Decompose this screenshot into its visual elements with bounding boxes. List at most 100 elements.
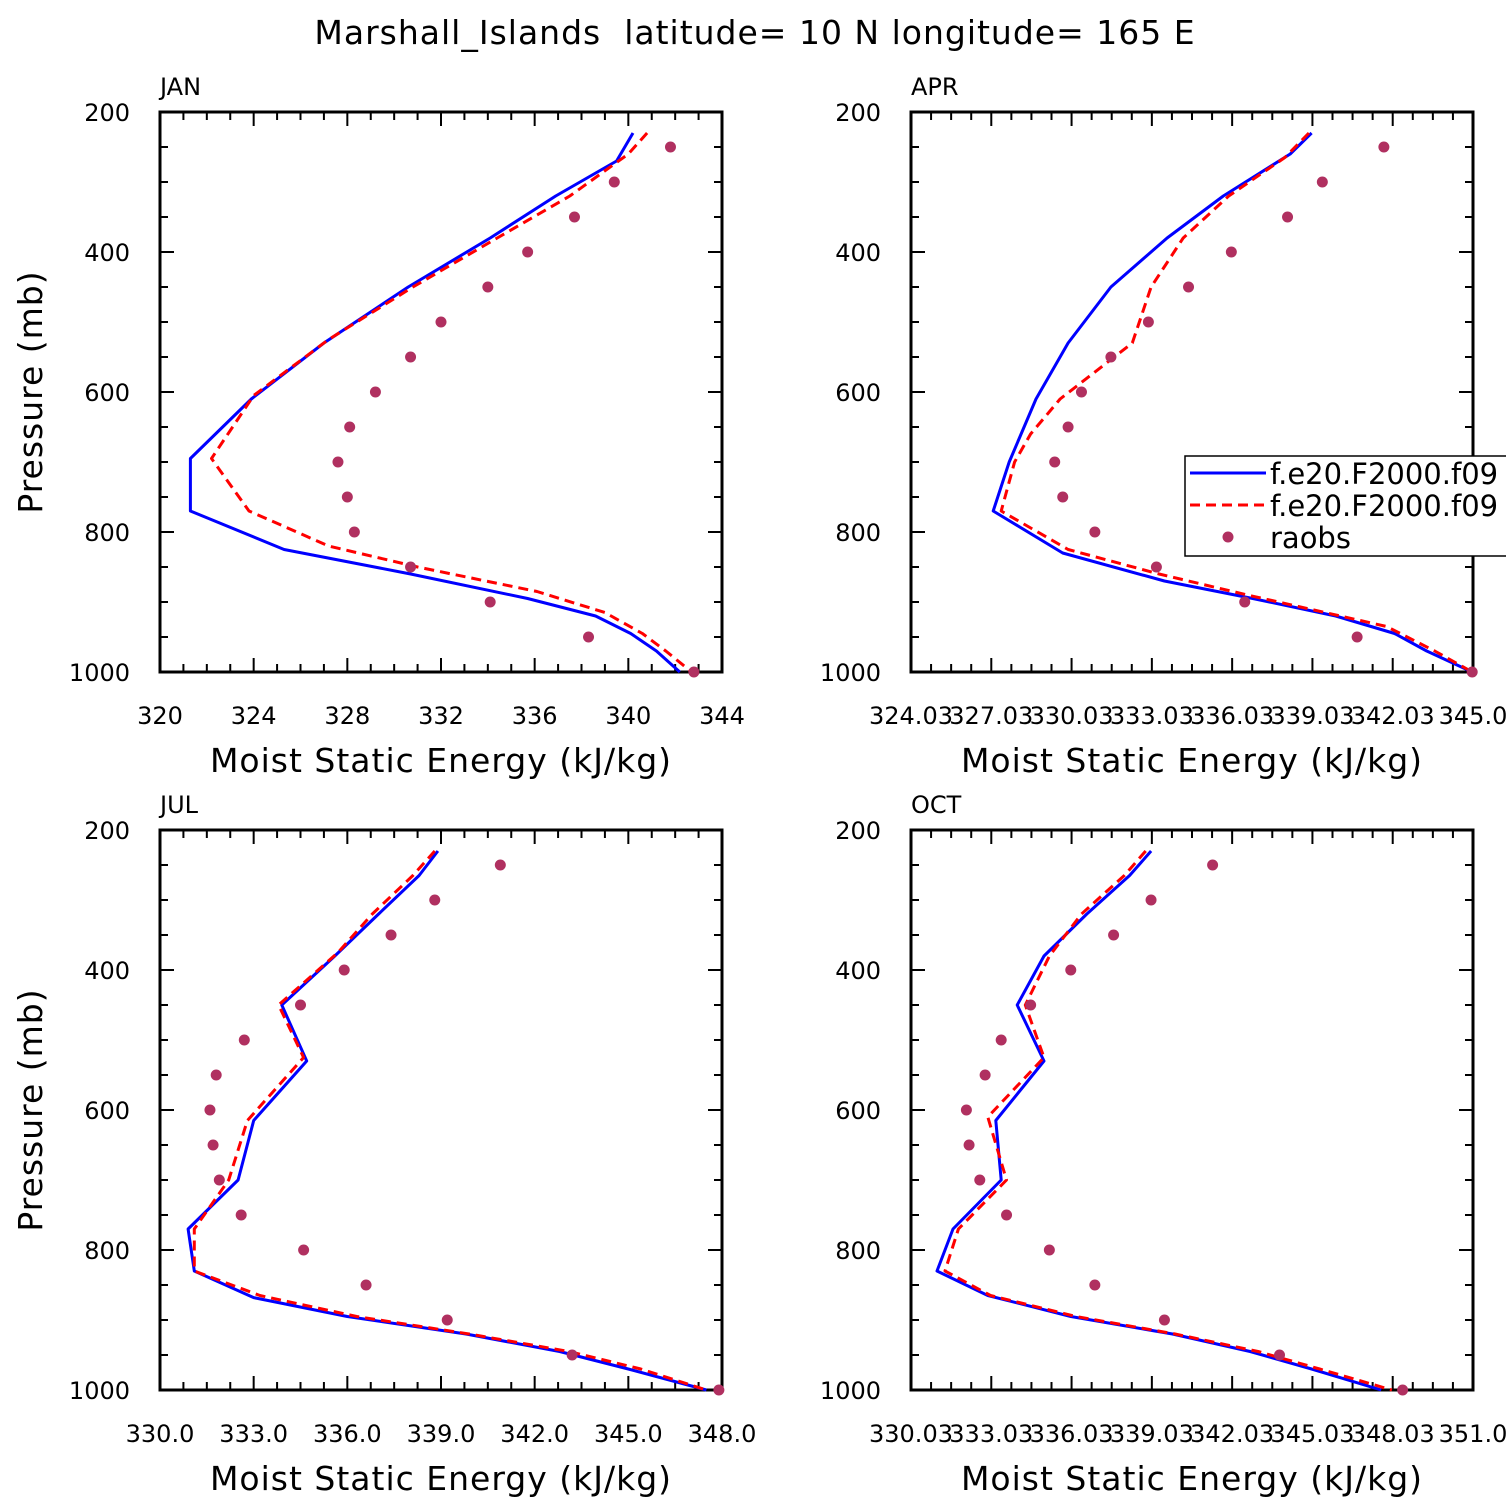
panel-jul: 330.0 333.0 336.0 339.0 342.0 345.0 348.0 200 40… [11, 791, 756, 1498]
y-tick-label: 800 [835, 1237, 881, 1265]
y-tick-label: 800 [84, 519, 130, 547]
x-tick-label: 320 [137, 702, 183, 730]
x-tick-label: 330.03 [1030, 702, 1114, 730]
legend-label-1: f.e20.F2000.f09 [1270, 489, 1498, 523]
x-tick-label: 339.0 [407, 1420, 476, 1448]
x-axis-title: Moist Static Energy (kJ/kg) [210, 741, 672, 780]
obs-point [348, 526, 360, 538]
y-tick-label: 200 [835, 99, 881, 127]
y-tick-label: 800 [84, 1237, 130, 1265]
y-tick-label: 400 [835, 957, 881, 985]
panel-label: JAN [158, 73, 201, 101]
y-tick-label: 600 [84, 1097, 130, 1125]
y-axis-title: Pressure (mb) [11, 270, 50, 513]
obs-point [1316, 176, 1328, 188]
obs-point [1282, 211, 1294, 223]
x-tick-label: 333.03 [949, 1420, 1033, 1448]
x-tick-label: 336.03 [1030, 1420, 1114, 1448]
x-axis-title: Moist Static Energy (kJ/kg) [961, 1459, 1423, 1498]
obs-point [295, 999, 306, 1011]
obs-point [963, 1139, 975, 1151]
obs-point [1065, 964, 1077, 976]
obs-point [369, 386, 381, 398]
series-line-dashed [210, 131, 693, 674]
series-line-solid [186, 850, 707, 1392]
obs-point [298, 1244, 310, 1256]
x-tick-label: 336 [512, 702, 558, 730]
y-tick-label: 1000 [820, 1377, 881, 1405]
obs-point [1089, 526, 1101, 538]
legend: f.e20.F2000.f09 f.e20.F2000.f09 raobs [1184, 455, 1506, 557]
figure-title: Marshall_Islands latitude= 10 N longitud… [314, 13, 1195, 52]
obs-point [1378, 141, 1390, 153]
x-tick-label: 336.0 [313, 1420, 382, 1448]
obs-point [1025, 999, 1037, 1011]
obs-point [608, 176, 620, 188]
obs-point [338, 964, 350, 976]
y-tick-label: 600 [835, 1097, 881, 1125]
obs-point [405, 351, 417, 363]
obs-point [1057, 491, 1069, 503]
panel-oct: 330.03333.03336.03339.03342.03345.03348.… [820, 791, 1507, 1498]
obs-point [1108, 929, 1120, 941]
obs-point [332, 456, 344, 468]
obs-point [235, 1209, 247, 1221]
obs-point [566, 1349, 578, 1361]
y-tick-label: 400 [84, 239, 130, 267]
obs-point [974, 1174, 986, 1186]
obs-point [360, 1279, 372, 1291]
x-tick-label: 324.03 [869, 702, 953, 730]
series-line-solid [991, 131, 1473, 674]
obs-point [210, 1069, 222, 1081]
obs-point [1142, 316, 1154, 328]
y-tick-label: 1000 [69, 1377, 130, 1405]
y-tick-label: 400 [835, 239, 881, 267]
obs-point [1043, 1244, 1055, 1256]
obs-point [213, 1174, 225, 1186]
obs-point [664, 141, 676, 153]
panel-label: JUL [158, 791, 199, 819]
obs-point [995, 1034, 1007, 1046]
plot-frame [158, 110, 724, 674]
x-tick-label: 345.0 [1439, 702, 1508, 730]
obs-point [1466, 666, 1478, 678]
obs-point [494, 859, 506, 871]
obs-point [484, 596, 496, 608]
x-tick-label: 336.03 [1190, 702, 1274, 730]
obs-point [441, 1314, 453, 1326]
obs-point [435, 316, 447, 328]
plot-frame [158, 828, 724, 1392]
y-tick-label: 200 [835, 817, 881, 845]
x-tick-label: 332 [418, 702, 464, 730]
obs-point [1001, 1209, 1013, 1221]
x-tick-label: 330.0 [126, 1420, 195, 1448]
obs-point [385, 929, 397, 941]
x-tick-label: 339.03 [1270, 702, 1354, 730]
obs-point [1351, 631, 1363, 643]
x-tick-label: 344 [699, 702, 745, 730]
obs-point [429, 894, 441, 906]
obs-point [1145, 894, 1157, 906]
panel-label: OCT [911, 791, 962, 819]
y-tick-label: 1000 [820, 659, 881, 687]
obs-point [522, 246, 534, 258]
series-line-solid [935, 850, 1382, 1392]
obs-point [1207, 859, 1219, 871]
series-line-solid [188, 132, 681, 674]
obs-point [1089, 1279, 1101, 1291]
obs-point [1158, 1314, 1170, 1326]
obs-point [1150, 561, 1162, 573]
obs-point [1183, 281, 1195, 293]
obs-point [207, 1139, 219, 1151]
x-tick-label: 324 [231, 702, 277, 730]
x-tick-label: 339.03 [1110, 1420, 1194, 1448]
panel-jan: 320 324 328 332 336 340 344 200 400 600 800 1000 JAN… [11, 73, 745, 780]
x-tick-label: 342.0 [500, 1420, 569, 1448]
y-tick-label: 1000 [69, 659, 130, 687]
obs-point [341, 491, 353, 503]
obs-point [1239, 596, 1251, 608]
series-line-dashed [192, 850, 707, 1392]
obs-point [1225, 246, 1237, 258]
y-tick-label: 600 [84, 379, 130, 407]
obs-point [1075, 386, 1087, 398]
